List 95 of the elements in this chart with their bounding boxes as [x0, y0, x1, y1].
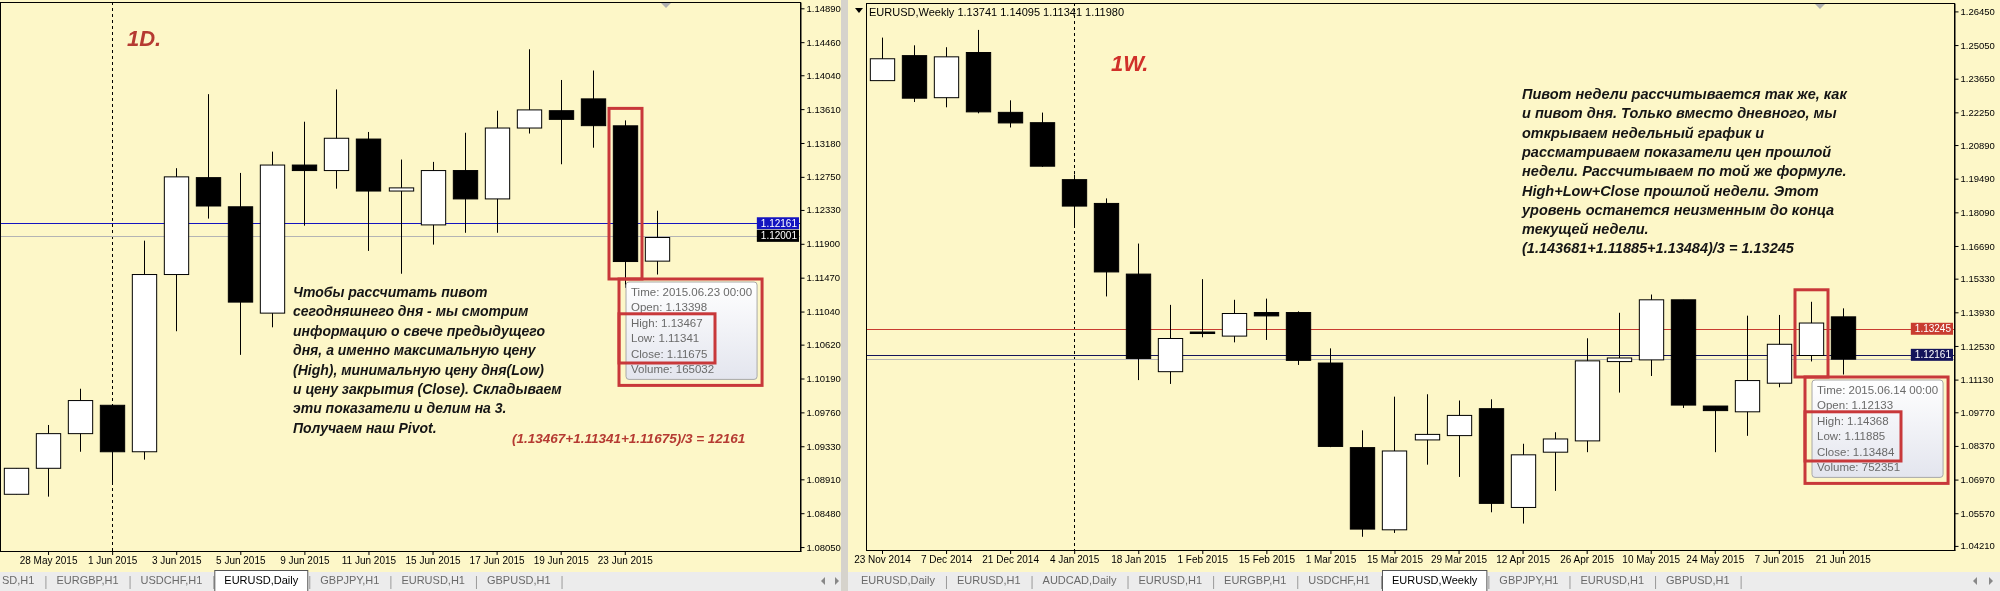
x-tick-label: 21 Jun 2015 [1815, 554, 1872, 566]
text: EURUSD,H1 [956, 574, 1021, 586]
x-tick-label: 18 Jan 2015 [1111, 554, 1167, 566]
y-tick-label: 1.04210 [1960, 540, 1995, 552]
candlestick [388, 159, 415, 275]
y-tick-label: 1.11470 [806, 272, 841, 284]
x-tick-label: 15 Jun 2015 [405, 555, 461, 567]
x-tick-label: 9 Jun 2015 [280, 555, 331, 567]
annotation: Time: 2015.06.23 00:00 Open: 1.13398 High: 1.13467 Low: 1.11341 Close: 1.11675 Volume: 165032 [631, 286, 753, 375]
text: USDCHF,H1 [140, 574, 203, 586]
text: EURUSD,H1 [1138, 574, 1203, 586]
y-tick-label: 1.26450 [1960, 5, 1995, 17]
y-tick-label: 1.09330 [806, 440, 841, 452]
text: 1D. [127, 26, 162, 51]
x-tick-label: 1 Feb 2015 [1177, 554, 1229, 566]
text: EURUSD,H1 [401, 574, 465, 586]
x-tick-label: 21 Dec 2014 [982, 554, 1040, 566]
text: GBPUSD,H1 [1666, 574, 1730, 586]
y-tick-label: 1.16690 [1960, 240, 1995, 252]
x-tick-label: 24 May 2015 [1686, 554, 1745, 566]
text: EURUSD,Daily [861, 574, 936, 586]
ref-line-label: 1.12001 [760, 230, 798, 242]
x-tick-label: 5 Jun 2015 [216, 555, 266, 567]
y-tick-label: 1.08480 [806, 507, 841, 519]
x-tick-label: 12 Apr 2015 [1496, 554, 1551, 566]
chart-subtitle: EURUSD,Weekly 1.13741 1.14095 1.11341 1.11980 [869, 6, 1125, 18]
x-tick-label: 23 Nov 2014 [854, 554, 912, 566]
y-tick-label: 1.12330 [806, 204, 841, 216]
x-tick-label: 3 Jun 2015 [151, 555, 202, 567]
candlestick [291, 121, 318, 227]
y-tick-label: 1.14040 [806, 69, 841, 81]
text: GBPJPY,H1 [320, 574, 380, 586]
y-tick-label: 1.13930 [1960, 306, 1995, 318]
text: EURGBP,H1 [1224, 574, 1287, 586]
y-tick-label: 1.20890 [1960, 139, 1995, 151]
y-tick-label: 1.13180 [806, 137, 841, 149]
y-tick-label: 1.06970 [1960, 474, 1995, 486]
y-tick-label: 1.10620 [806, 339, 841, 351]
x-tick-label: 15 Feb 2015 [1238, 554, 1296, 566]
text: GBPUSD,H1 [486, 574, 551, 586]
y-tick-label: 1.25050 [1960, 39, 1995, 51]
x-tick-label: 11 Jun 2015 [341, 555, 397, 567]
annotation: Time: 2015.06.14 00:00 Open: 1.12133 High: 1.14368 Low: 1.11885 Close: 1.13484 Volume: 752351 [1817, 384, 1939, 473]
y-tick-label: 1.08370 [1960, 440, 1995, 452]
text: AUDCAD,Daily [1042, 574, 1117, 586]
text: EURUSD,Daily [224, 574, 299, 586]
x-tick-label: 7 Jun 2015 [1754, 554, 1805, 566]
ref-line-label: 1.12161 [1914, 349, 1952, 361]
ref-line-label: 1.12161 [760, 217, 798, 229]
x-tick-label: 29 Mar 2015 [1430, 554, 1488, 566]
text: EURUSD,Weekly [1391, 574, 1478, 586]
x-tick-label: 4 Jan 2015 [1049, 554, 1100, 566]
candlestick [1189, 278, 1216, 338]
x-tick-label: 28 May 2015 [19, 555, 78, 567]
text: EURGBP,H1 [56, 574, 119, 586]
y-tick-label: 1.14460 [806, 36, 841, 48]
x-tick-label: 7 Dec 2014 [921, 554, 973, 566]
y-tick-label: 1.14890 [806, 2, 841, 14]
text: GBPJPY,H1 [1499, 574, 1559, 586]
candlestick [1606, 312, 1633, 394]
x-tick-label: 23 Jun 2015 [597, 555, 654, 567]
y-tick-label: 1.10190 [806, 373, 841, 385]
y-tick-label: 1.13610 [806, 103, 841, 115]
y-tick-label: 1.19490 [1960, 173, 1995, 185]
candlestick [548, 79, 575, 165]
x-tick-label: 19 Jun 2015 [533, 555, 590, 567]
candlestick [1253, 298, 1280, 341]
y-tick-label: 1.05570 [1960, 507, 1995, 519]
y-tick-label: 1.08910 [806, 473, 841, 485]
x-tick-label: 26 Apr 2015 [1560, 554, 1615, 566]
x-tick-label: 15 Mar 2015 [1366, 554, 1424, 566]
x-tick-label: 10 May 2015 [1622, 554, 1681, 566]
candlestick [1414, 393, 1441, 466]
y-tick-label: 1.12530 [1960, 340, 1995, 352]
y-tick-label: 1.12750 [806, 171, 841, 183]
text: Пивот недели рассчитывается так же, как и пивот дня. Только вместо дневного, мы открываем недельный график и рассматриваем показатели цен прошлой недели. Рассчитываем по той же формуле. High+Low+Close прошлой недели. Этот уровень останется неизменным до конца текущей недели. (1.143681+1.11885+1.13484)/3 = 1.13245 [1522, 86, 1847, 257]
ref-line-label: 1.13245 [1914, 323, 1952, 335]
text: 1W. [1111, 51, 1149, 76]
text: USDCHF,H1 [1308, 574, 1370, 586]
annotation: (1.13467+1.11341+1.11675)/3 = 12161 [512, 431, 746, 446]
y-tick-label: 1.09760 [806, 406, 841, 418]
x-tick-label: 17 Jun 2015 [469, 555, 526, 567]
y-tick-label: 1.11900 [806, 238, 841, 250]
y-tick-label: 1.11130 [1960, 374, 1994, 386]
x-tick-label: 1 Mar 2015 [1305, 554, 1357, 566]
y-tick-label: 1.18090 [1960, 206, 1995, 218]
text: SD,H1 [2, 574, 35, 586]
y-tick-label: 1.11040 [806, 306, 841, 318]
text: EURUSD,H1 [1580, 574, 1645, 586]
y-tick-label: 1.15330 [1960, 273, 1995, 285]
x-tick-label: 1 Jun 2015 [87, 555, 138, 567]
y-tick-label: 1.23650 [1960, 73, 1995, 85]
y-tick-label: 1.22250 [1960, 106, 1995, 118]
y-tick-label: 1.09770 [1960, 406, 1995, 418]
y-tick-label: 1.08050 [806, 541, 841, 553]
